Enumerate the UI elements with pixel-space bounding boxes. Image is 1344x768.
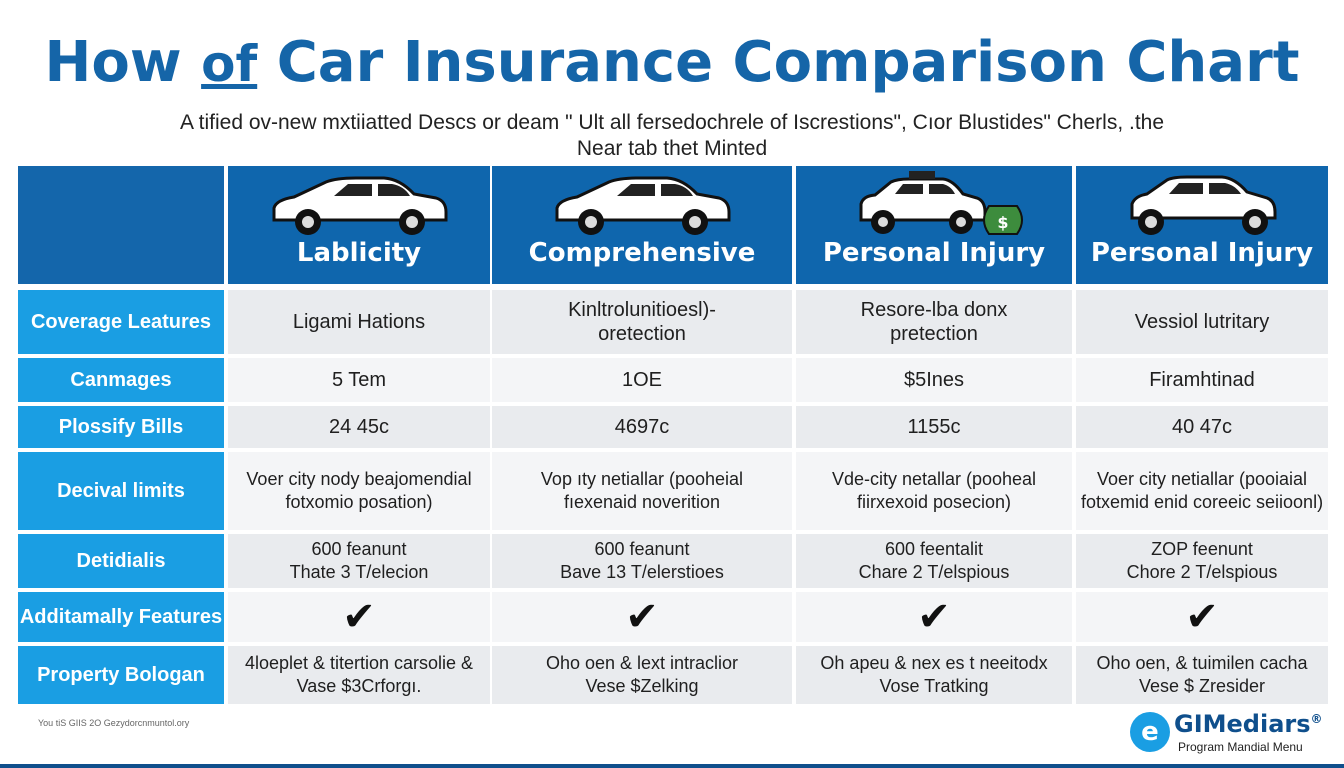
checkmark-icon: ✔ [917,593,951,640]
table-cell: ZOP feenunt Chore 2 T/elspious [1076,534,1328,588]
column-header: Lablicity [228,166,490,284]
table-cell: 4loeplet & titertion carsolie & Vase $3C… [228,646,490,704]
logo-name: GIMediars® [1174,710,1323,738]
table-cell: 1OE [492,358,792,402]
header-corner [18,166,224,284]
row-label: Additamally Features [18,592,224,642]
comparison-table: Lablicity Comprehensive $ Personal Injury Pe… [18,166,1328,706]
row-label: Decival limits [18,452,224,530]
sedan-car-icon [547,170,737,245]
table-cell: 4697c [492,406,792,448]
cell-text: Oho oen & lext intraclior Vese $Zelking [545,653,739,696]
check-cell: ✔ [228,592,490,642]
cell-text: Resore-lba donx pretection [860,299,1008,345]
cell-text: Vop ıty netiallar (pooheial fıexenaid no… [540,469,744,512]
column-header-label: Lablicity [296,238,422,268]
column-header: Personal Injury [1076,166,1328,284]
logo-tagline: Program Mandial Menu [1178,740,1303,754]
police-car-money-bag-icon: $ [839,170,1029,245]
cell-text: Vde-city netallar (pooheal fiirxexoid po… [831,469,1037,512]
table-cell: Ligami Hations [228,290,490,354]
sedan-car-icon [264,170,454,245]
cell-text: 4697c [614,416,670,438]
checkmark-icon: ✔ [1185,593,1219,640]
logo-mark-icon: e [1130,712,1170,752]
table-cell: 600 feanunt Thate 3 T/elecion [228,534,490,588]
cell-text: Voer city netiallar (pooiaial fotxemid e… [1080,469,1324,512]
column-header: $ Personal Injury [796,166,1072,284]
cell-text: Ligami Hations [292,311,426,333]
check-cell: ✔ [796,592,1072,642]
table-cell: Vop ıty netiallar (pooheial fıexenaid no… [492,452,792,530]
table-cell: Oh apeu & nex es t neeitodx Vose Tratkin… [796,646,1072,704]
cell-text: 24 45c [328,416,390,438]
cell-text: Oh apeu & nex es t neeitodx Vose Tratkin… [820,653,1048,696]
page-title: How of Car Insurance Comparison Chart [44,30,1300,95]
cell-text: 600 feentalit Chare 2 T/elspious [858,539,1010,582]
row-label: Plossify Bills [18,406,224,448]
table-cell: 1155c [796,406,1072,448]
cell-text: Vessiol lutritary [1134,311,1270,333]
table-cell: Kinltrolunitioesl)- oretection [492,290,792,354]
cell-text: 40 47c [1171,416,1233,438]
table-cell: Firamhtinad [1076,358,1328,402]
brand-logo: e GIMediars® Program Mandial Menu [1130,708,1330,760]
cell-text: 600 feanunt Bave 13 T/elerstioes [560,539,724,582]
page-subtitle: A tified ov-new mxtiiatted Descs or deam… [179,111,1165,160]
cell-text: $5Ines [903,369,965,391]
table-cell: 40 47c [1076,406,1328,448]
table-cell: $5Ines [796,358,1072,402]
cell-text: 5 Tem [331,369,387,391]
table-cell: Voer city netiallar (pooiaial fotxemid e… [1076,452,1328,530]
row-label: Canmages [18,358,224,402]
table-cell: Voer city nody beajomendial fotxomio pos… [228,452,490,530]
cell-text: 600 feanunt Thate 3 T/elecion [289,539,429,582]
checkmark-icon: ✔ [342,593,376,640]
table-cell: 600 feanunt Bave 13 T/elerstioes [492,534,792,588]
row-label: Coverage Leatures [18,290,224,354]
checkmark-icon: ✔ [625,593,659,640]
table-cell: 5 Tem [228,358,490,402]
table-cell: Resore-lba donx pretection [796,290,1072,354]
cell-text: Voer city nody beajomendial fotxomio pos… [246,469,472,512]
table-cell: Oho oen & lext intraclior Vese $Zelking [492,646,792,704]
cell-text: 4loeplet & titertion carsolie & Vase $3C… [244,653,474,696]
table-cell: Vessiol lutritary [1076,290,1328,354]
cell-text: 1OE [621,369,663,391]
cell-text: Firamhtinad [1149,369,1255,391]
check-cell: ✔ [1076,592,1328,642]
column-header-label: Personal Injury [822,238,1046,268]
cell-text: ZOP feenunt Chore 2 T/elspious [1126,539,1278,582]
footnote: You tiS GIIS 2O Gezydorcnmuntol.ory [38,718,190,728]
cell-text: Oho oen, & tuimilen cacha Vese $ Zreside… [1096,653,1308,696]
table-cell: 24 45c [228,406,490,448]
column-header-label: Personal Injury [1090,238,1314,268]
row-label: Detidialis [18,534,224,588]
cell-text: 1155c [907,416,961,438]
row-label: Property Bologan [18,646,224,704]
column-header: Comprehensive [492,166,792,284]
check-cell: ✔ [492,592,792,642]
table-cell: Vde-city netallar (pooheal fiirxexoid po… [796,452,1072,530]
svg-text:$: $ [997,213,1008,232]
cell-text: Kinltrolunitioesl)- oretection [568,299,716,345]
column-header-label: Comprehensive [528,238,756,268]
table-cell: 600 feentalit Chare 2 T/elspious [796,534,1072,588]
bottom-bar [0,764,1344,768]
hatchback-car-icon [1107,170,1297,245]
table-cell: Oho oen, & tuimilen cacha Vese $ Zreside… [1076,646,1328,704]
